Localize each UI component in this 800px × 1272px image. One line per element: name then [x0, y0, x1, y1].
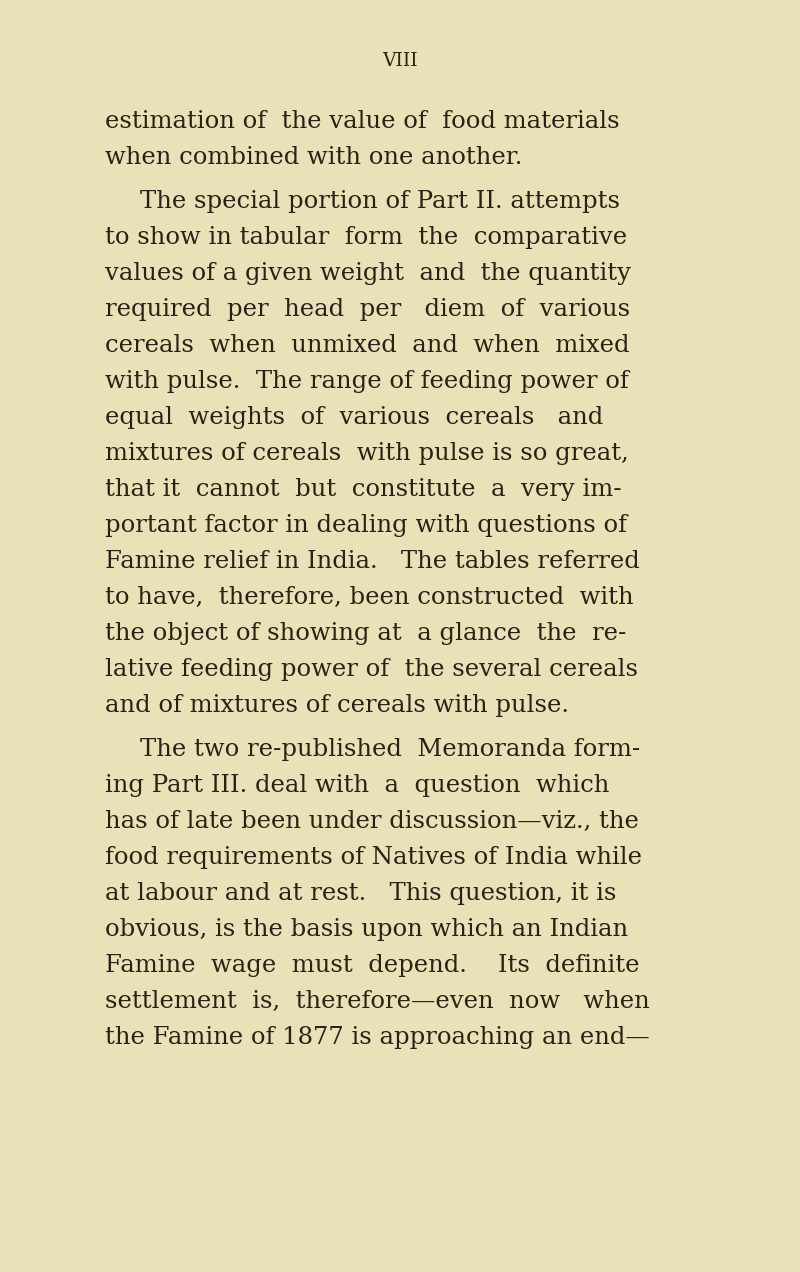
Text: and of mixtures of cereals with pulse.: and of mixtures of cereals with pulse. [105, 695, 569, 717]
Text: obvious, is the basis upon which an Indian: obvious, is the basis upon which an Indi… [105, 918, 628, 941]
Text: at labour and at rest.   This question, it is: at labour and at rest. This question, it… [105, 881, 616, 904]
Text: estimation of  the value of  food materials: estimation of the value of food material… [105, 109, 620, 134]
Text: ing Part III. deal with  a  question  which: ing Part III. deal with a question which [105, 773, 610, 798]
Text: that it  cannot  but  constitute  a  very im-: that it cannot but constitute a very im- [105, 478, 622, 501]
Text: lative feeding power of  the several cereals: lative feeding power of the several cere… [105, 658, 638, 681]
Text: when combined with one another.: when combined with one another. [105, 146, 522, 169]
Text: with pulse.  The range of feeding power of: with pulse. The range of feeding power o… [105, 370, 629, 393]
Text: mixtures of cereals  with pulse is so great,: mixtures of cereals with pulse is so gre… [105, 441, 629, 466]
Text: the object of showing at  a glance  the  re-: the object of showing at a glance the re… [105, 622, 626, 645]
Text: portant factor in dealing with questions of: portant factor in dealing with questions… [105, 514, 627, 537]
Text: has of late been under discussion—viz., the: has of late been under discussion—viz., … [105, 810, 639, 833]
Text: The two re-published  Memoranda form-: The two re-published Memoranda form- [140, 738, 640, 761]
Text: to have,  therefore, been constructed  with: to have, therefore, been constructed wit… [105, 586, 634, 609]
Text: Famine relief in India.   The tables referred: Famine relief in India. The tables refer… [105, 550, 640, 572]
Text: values of a given weight  and  the quantity: values of a given weight and the quantit… [105, 262, 631, 285]
Text: food requirements of Natives of India while: food requirements of Natives of India wh… [105, 846, 642, 869]
Text: the Famine of 1877 is approaching an end—: the Famine of 1877 is approaching an end… [105, 1027, 650, 1049]
Text: The special portion of Part II. attempts: The special portion of Part II. attempts [140, 190, 620, 212]
Text: Famine  wage  must  depend.    Its  definite: Famine wage must depend. Its definite [105, 954, 639, 977]
Text: to show in tabular  form  the  comparative: to show in tabular form the comparative [105, 226, 627, 249]
Text: required  per  head  per   diem  of  various: required per head per diem of various [105, 298, 630, 321]
Text: VIII: VIII [382, 52, 418, 70]
Text: cereals  when  unmixed  and  when  mixed: cereals when unmixed and when mixed [105, 335, 630, 357]
Text: settlement  is,  therefore—even  now   when: settlement is, therefore—even now when [105, 990, 650, 1013]
Text: equal  weights  of  various  cereals   and: equal weights of various cereals and [105, 406, 603, 429]
